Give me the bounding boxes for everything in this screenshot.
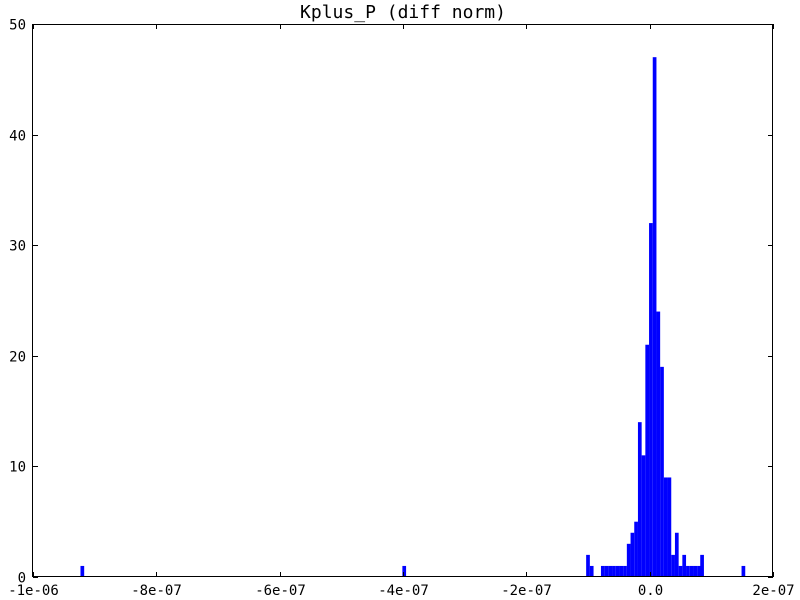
- histogram-bar: [652, 57, 657, 578]
- histogram-bar: [700, 554, 704, 577]
- x-tick-label: -8e-07: [131, 583, 182, 599]
- histogram-bar: [656, 311, 661, 577]
- y-tick-label: 40: [9, 129, 26, 145]
- y-tick-label: 10: [9, 460, 26, 476]
- histogram-bar: [586, 554, 590, 577]
- histogram-bar: [626, 543, 631, 577]
- x-axis-tick-labels: -1e-06 -8e-07 -6e-07 -4e-07 -2e-07 0.0 2e-07: [8, 583, 794, 599]
- histogram-bar: [612, 565, 616, 577]
- histogram-bar: [667, 477, 672, 577]
- histogram-bar: [623, 565, 627, 577]
- plot-area-frame: [32, 24, 773, 577]
- histogram-bar: [634, 521, 638, 577]
- x-tick-label: -2e-07: [501, 583, 552, 599]
- histogram-bar: [641, 455, 646, 577]
- y-tick-label: 50: [9, 18, 26, 34]
- x-tick-label: 2e-07: [752, 583, 794, 599]
- chart-title: Kplus_P (diff norm): [300, 2, 506, 23]
- histogram-bar: [604, 565, 609, 577]
- histogram-bar: [645, 344, 650, 577]
- histogram-bar: [674, 532, 679, 577]
- histogram-bar: [741, 565, 746, 577]
- histogram-bar: [663, 477, 668, 577]
- x-tick-label: -1e-06: [8, 583, 59, 599]
- histogram-bar: [402, 565, 407, 577]
- histogram-bar: [619, 565, 624, 577]
- histogram-bar: [689, 565, 694, 577]
- histogram-bar: [649, 223, 653, 577]
- histogram-bar: [608, 565, 613, 577]
- y-tick-label: 0: [18, 571, 26, 587]
- histogram-bar: [637, 422, 642, 577]
- x-tick-label: 0.0: [638, 583, 663, 599]
- histogram-bars: [80, 57, 746, 578]
- histogram-bar: [682, 554, 687, 577]
- histogram-bar: [660, 366, 664, 577]
- histogram-bar: [686, 565, 690, 577]
- x-tick-label: -6e-07: [255, 583, 306, 599]
- histogram-bar: [697, 565, 701, 577]
- histogram-bar: [600, 565, 605, 577]
- x-tick-label: -4e-07: [378, 583, 429, 599]
- histogram-bar: [615, 565, 620, 577]
- histogram-bar: [589, 565, 594, 577]
- y-tick-label: 30: [9, 239, 26, 255]
- histogram-bar: [678, 565, 683, 577]
- y-axis-tick-labels: 0 10 20 30 40 50: [9, 18, 26, 587]
- histogram-bar: [671, 554, 675, 577]
- y-tick-label: 20: [9, 350, 26, 366]
- histogram-bar: [80, 565, 85, 577]
- histogram-bar: [630, 532, 635, 577]
- axis-ticks: [33, 24, 774, 578]
- histogram-bar: [693, 565, 698, 577]
